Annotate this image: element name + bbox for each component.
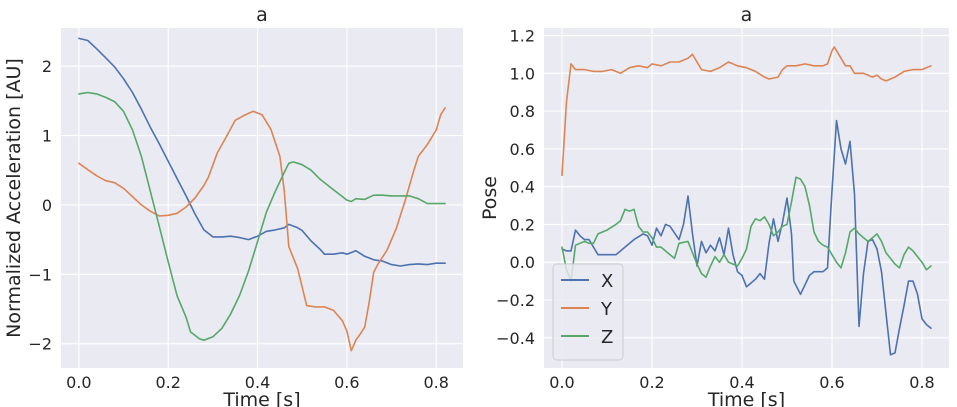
y-tick-label: 0.0 (510, 253, 535, 272)
series-line-z (561, 176, 932, 282)
x-tick-label: 0.0 (549, 373, 574, 392)
x-tick-label: 0.4 (729, 373, 754, 392)
series-line-1 (78, 107, 446, 352)
y-axis-label: Normalized Acceleration [AU] (3, 58, 25, 338)
y-axis-label: Pose (479, 176, 501, 220)
series-line-2 (78, 91, 446, 341)
y-tick-label: 0.6 (510, 140, 535, 159)
chart-title: a (741, 4, 753, 26)
y-tick-label: 1.2 (510, 27, 535, 46)
chart-pose: 0.0 0.2 0.4 0.6 0.8 −0.4 −0.2 0.0 0.2 0.4 0.6 0.8 1.… (479, 4, 949, 407)
x-tick-label: 0.2 (155, 373, 180, 392)
y-tick-label: −1 (28, 265, 52, 284)
series-line-0 (78, 37, 446, 267)
y-tick-label: 1 (42, 127, 52, 146)
chart-title: a (256, 4, 268, 26)
legend-label: Y (600, 299, 613, 320)
plot-area (61, 28, 463, 368)
legend: XYZ (552, 263, 624, 361)
series-line-x (561, 119, 932, 356)
y-tick-label: 1.0 (510, 64, 535, 83)
x-tick-label: 0.4 (245, 373, 270, 392)
legend-label: X (601, 271, 613, 292)
legend-label: Z (601, 327, 613, 348)
x-axis-label: Time [s] (707, 389, 785, 407)
x-tick-label: 0.6 (334, 373, 359, 392)
y-tick-label: 0.8 (510, 102, 535, 121)
y-tick-label: −2 (28, 335, 52, 354)
y-tick-label: 0.2 (510, 215, 535, 234)
x-tick-label: 0.6 (819, 373, 844, 392)
x-tick-label: 0.8 (423, 373, 448, 392)
x-tick-label: 0.0 (66, 373, 91, 392)
y-tick-label: 0.4 (510, 178, 535, 197)
y-tick-label: 0 (42, 196, 52, 215)
x-tick-label: 0.2 (639, 373, 664, 392)
chart-acceleration: 0.0 0.2 0.4 0.6 0.8 −2 −1 0 1 2 a Time [s] Normalize… (3, 4, 463, 407)
x-axis-label: Time [s] (222, 389, 300, 407)
y-tick-label: 2 (42, 57, 52, 76)
series-line-y (561, 46, 932, 177)
y-tick-label: −0.2 (496, 291, 535, 310)
y-tick-label: −0.4 (496, 329, 535, 348)
x-tick-label: 0.8 (909, 373, 934, 392)
